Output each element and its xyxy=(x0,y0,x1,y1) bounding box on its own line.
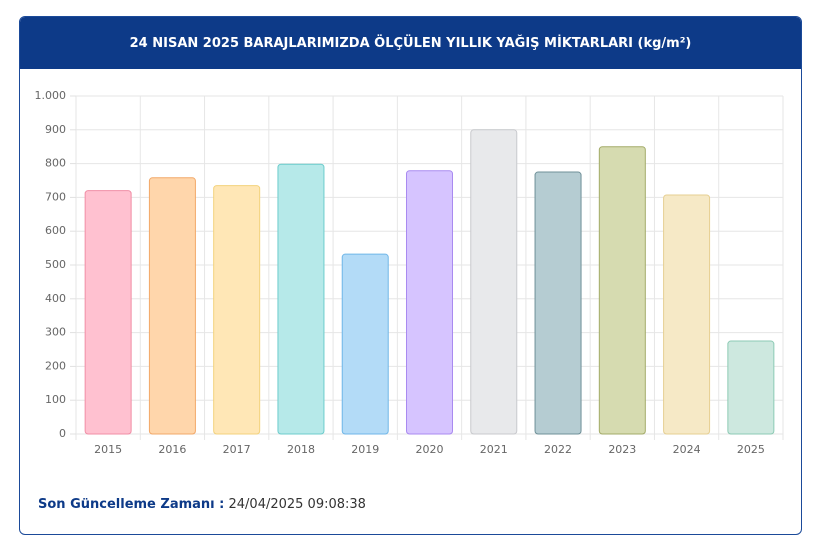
footer-timestamp: 24/04/2025 09:08:38 xyxy=(228,497,366,512)
y-tick-label: 100 xyxy=(45,393,66,406)
header: 24 NISAN 2025 BARAJLARIMIZDA ÖLÇÜLEN YIL… xyxy=(20,17,801,69)
x-tick-label: 2024 xyxy=(673,443,701,456)
x-tick-label: 2015 xyxy=(94,443,122,456)
y-tick-label: 700 xyxy=(45,190,66,203)
x-tick-label: 2018 xyxy=(287,443,315,456)
bar xyxy=(84,190,132,435)
bar xyxy=(598,146,646,435)
footer-label: Son Güncelleme Zamanı : xyxy=(38,497,225,512)
bar xyxy=(470,129,518,435)
y-tick-label: 900 xyxy=(45,123,66,136)
card: 24 NISAN 2025 BARAJLARIMIZDA ÖLÇÜLEN YIL… xyxy=(19,16,802,535)
x-tick-label: 2022 xyxy=(544,443,572,456)
x-tick-label: 2017 xyxy=(223,443,251,456)
bar xyxy=(534,171,582,435)
y-tick-label: 200 xyxy=(45,359,66,372)
y-tick-label: 1.000 xyxy=(35,89,67,102)
x-tick-label: 2020 xyxy=(416,443,444,456)
y-tick-label: 800 xyxy=(45,157,66,170)
x-tick-label: 2023 xyxy=(608,443,636,456)
chart: 0 100 200 300 400 500 600 700 800 900 1.000 2015 201… xyxy=(35,89,784,456)
bar xyxy=(213,185,261,435)
x-tick-label: 2021 xyxy=(480,443,508,456)
y-tick-label: 0 xyxy=(59,427,66,440)
chart-title: 24 NISAN 2025 BARAJLARIMIZDA ÖLÇÜLEN YIL… xyxy=(129,35,692,51)
bar xyxy=(277,163,325,435)
y-tick-label: 600 xyxy=(45,224,66,237)
x-tick-label: 2016 xyxy=(158,443,186,456)
bar xyxy=(663,194,711,435)
x-tick-label: 2019 xyxy=(351,443,379,456)
y-tick-label: 500 xyxy=(45,258,66,271)
x-tick-label: 2025 xyxy=(737,443,765,456)
bar xyxy=(341,253,389,435)
y-tick-label: 400 xyxy=(45,292,66,305)
footer: Son Güncelleme Zamanı : 24/04/2025 09:08… xyxy=(38,497,366,512)
bar xyxy=(727,340,775,435)
y-tick-label: 300 xyxy=(45,326,66,339)
bar xyxy=(148,177,196,435)
bar xyxy=(406,170,453,435)
